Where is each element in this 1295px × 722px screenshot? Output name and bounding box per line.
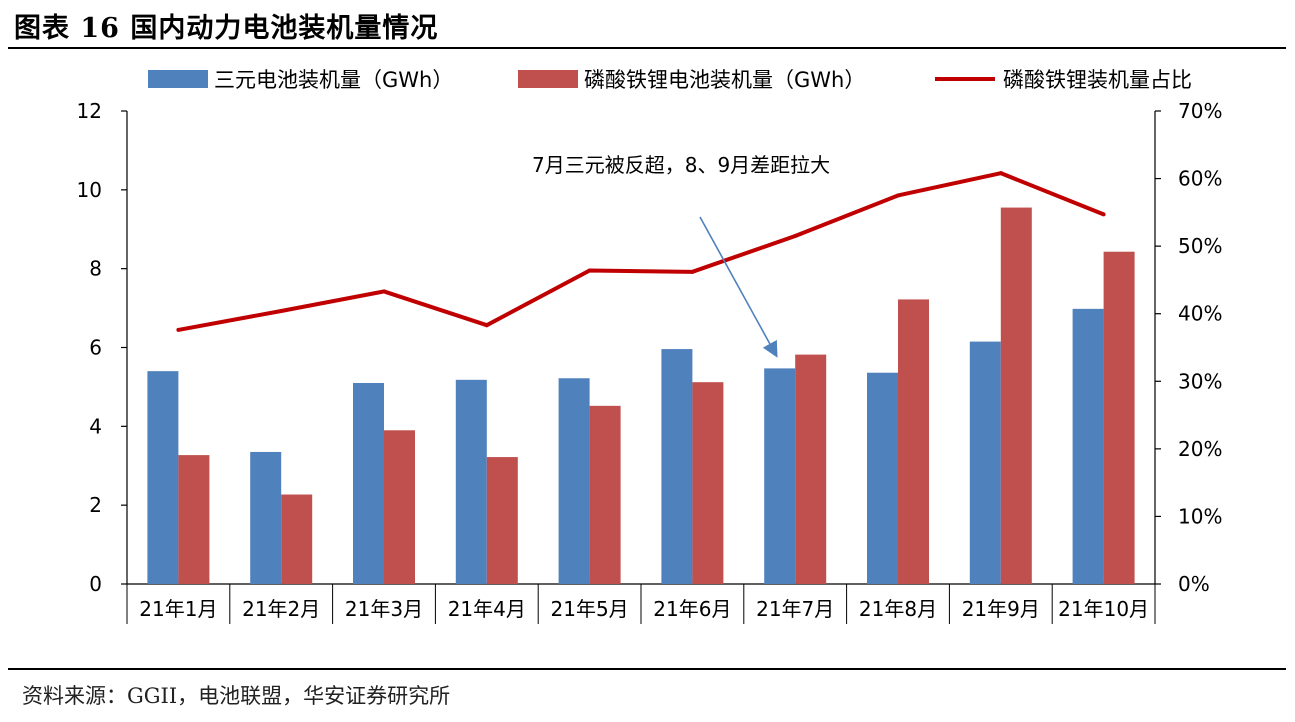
bar-lfp [589,405,621,584]
bar-ncm [1072,308,1104,584]
bar-ncm [764,368,796,584]
bar-ncm [455,379,487,584]
y-tick-label-right: 70% [1178,99,1222,123]
x-tick-label: 21年7月 [756,597,834,621]
y-tick-label-right: 10% [1178,504,1222,528]
legend-swatch-lfp [518,70,578,88]
bar-ncm [558,378,590,584]
line-point-lfp-share [484,323,489,328]
bar-ncm [969,341,1001,584]
legend-swatch-ncm [148,70,208,88]
x-tick-label: 21年3月 [345,597,423,621]
bar-ncm [147,371,179,584]
bar-ncm [867,372,898,584]
bar-lfp [795,354,827,584]
x-tick-label: 21年4月 [448,597,526,621]
y-tick-label-left: 4 [89,414,102,438]
y-tick-label-right: 30% [1178,369,1222,393]
line-lfp-share [178,171,1105,332]
line-point-lfp-share [176,327,181,332]
bar-lfp [1000,207,1032,584]
y-tick-label-right: 20% [1178,437,1222,461]
figure-title: 图表 16 国内动力电池装机量情况 [14,13,439,44]
bar-ncm [250,451,282,584]
bottom-rule [8,668,1286,670]
x-tick-label: 21年8月 [859,597,937,621]
y-tick-label-right: 60% [1178,167,1222,191]
legend-label-share: 磷酸铁锂装机量占比 [1003,68,1192,92]
x-tick-label: 21年9月 [962,597,1040,621]
bar-lfp [486,457,518,584]
source-note: 资料来源：GGII，电池联盟，华安证券研究所 [22,684,451,708]
line-point-lfp-share [587,268,592,273]
top-rule [8,47,1286,49]
x-tick-label: 21年10月 [1058,597,1149,621]
bar-lfp [1103,251,1135,584]
x-tick-label: 21年6月 [653,597,731,621]
bar-lfp [281,494,313,584]
annotation-arrow [699,216,778,358]
y-tick-label-left: 2 [89,493,102,517]
y-tick-label-left: 12 [77,99,102,123]
legend: 三元电池装机量（GWh） 磷酸铁锂电池装机量（GWh） 磷酸铁锂装机量占比 [148,68,1192,92]
bar-lfp [178,455,210,584]
bar-lfp [898,299,929,584]
legend-label-lfp: 磷酸铁锂电池装机量（GWh） [584,68,865,92]
line-point-lfp-share [998,171,1003,176]
line-point-lfp-share [382,289,386,294]
line-point-lfp-share [279,309,284,314]
line-point-lfp-share [690,269,695,274]
legend-label-ncm: 三元电池装机量（GWh） [214,68,453,92]
y-tick-label-left: 8 [89,257,102,281]
x-tick-label: 21年1月 [139,597,217,621]
x-tick-label: 21年2月 [242,597,320,621]
bar-lfp [384,430,415,584]
y-tick-label-right: 0% [1178,572,1210,596]
line-point-lfp-share [896,193,900,198]
y-tick-label-left: 0 [89,572,102,596]
y-tick-label-left: 10 [77,178,102,202]
line-point-lfp-share [793,234,798,239]
y-tick-label-left: 6 [89,336,102,360]
bar-lfp [692,382,724,584]
x-tick-label: 21年5月 [551,597,629,621]
bar-ncm [661,349,693,584]
annotation-text: 7月三元被反超，8、9月差距拉大 [532,153,830,177]
line-point-lfp-share [1101,212,1106,217]
y-tick-label-right: 50% [1178,234,1222,258]
bar-ncm [353,382,384,584]
y-tick-label-right: 40% [1178,302,1222,326]
